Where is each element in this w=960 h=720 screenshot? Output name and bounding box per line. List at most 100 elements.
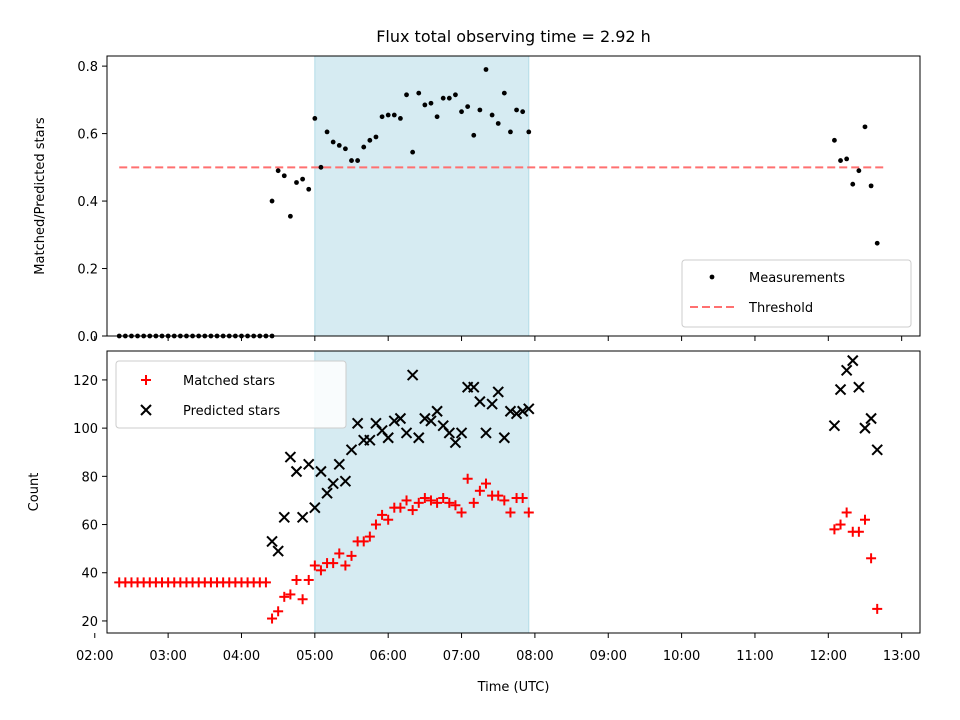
predicted-stars-point <box>828 420 841 432</box>
matched-stars-point <box>425 495 436 506</box>
legend-predicted-label: Predicted stars <box>183 404 280 419</box>
predicted-stars-point <box>394 412 407 425</box>
matched-stars-point <box>309 560 320 571</box>
x-tick-label: 04:00 <box>223 649 260 664</box>
x-tick-label: 11:00 <box>736 649 773 664</box>
measurement-point <box>318 164 324 170</box>
matched-stars-point <box>395 502 406 513</box>
predicted-stars-point <box>400 427 413 439</box>
y-tick-label: 0.8 <box>77 60 98 75</box>
predicted-stars-point <box>309 501 321 514</box>
predicted-stars-point <box>871 444 883 456</box>
predicted-stars-point <box>284 451 297 463</box>
predicted-stars-point <box>431 405 443 417</box>
x-tick-label: 02:00 <box>76 649 113 664</box>
legend-predicted-marker <box>140 404 152 416</box>
predicted-stars-point <box>443 427 456 439</box>
matched-stars-point <box>383 514 394 525</box>
matched-stars-point <box>456 507 467 518</box>
predicted-stars-point <box>266 535 278 548</box>
matched-stars-point <box>419 493 430 504</box>
predicted-stars-point <box>455 427 468 439</box>
count-points <box>114 354 883 624</box>
measurement-point <box>495 121 501 126</box>
matched-stars-point <box>291 574 302 585</box>
predicted-stars-point <box>272 545 284 557</box>
measurement-point <box>434 114 440 120</box>
measurement-point <box>324 129 330 135</box>
measurement-point <box>398 116 403 121</box>
measurement-point <box>379 114 385 120</box>
matched-stars-point <box>468 497 479 508</box>
matched-stars-point <box>493 490 504 501</box>
measurement-point <box>269 198 275 204</box>
matched-stars-point <box>297 594 308 605</box>
measurement-point <box>850 181 856 187</box>
matched-stars-point <box>267 613 278 624</box>
matched-stars-point <box>872 603 883 614</box>
bottom-y-axis-label: Count <box>27 473 42 512</box>
measurement-point <box>832 137 837 143</box>
measurement-point <box>361 144 367 150</box>
x-axis-label: Time (UTC) <box>477 680 550 695</box>
predicted-stars-point <box>419 412 431 425</box>
x-tick-label: 05:00 <box>296 649 333 664</box>
measurement-point <box>404 92 409 98</box>
matched-stars-point <box>523 507 534 518</box>
matched-stars-point <box>438 493 449 504</box>
predicted-stars-point <box>516 405 529 417</box>
x-tick-label: 12:00 <box>810 649 847 664</box>
predicted-stars-point <box>327 477 339 490</box>
matched-stars-point <box>835 519 846 530</box>
measurement-point <box>342 146 348 152</box>
measurement-point <box>416 90 422 96</box>
top-plot-panel: 0.0 0.2 0.4 0.6 0.8 Flux total observing tim… <box>33 27 921 345</box>
predicted-stars-point <box>834 383 847 396</box>
matched-stars-point <box>841 507 852 518</box>
measurement-point <box>373 134 379 140</box>
measurement-point <box>300 176 306 182</box>
measurement-point <box>287 213 293 219</box>
matched-stars-point <box>279 591 290 602</box>
predicted-stars-point <box>468 381 480 393</box>
measurement-point <box>838 158 843 163</box>
measurement-point <box>385 112 391 118</box>
bottom-plot-frame <box>106 350 921 634</box>
predicted-stars-point <box>388 415 401 427</box>
predicted-stars-point <box>333 458 345 470</box>
predicted-stars-point <box>853 381 865 393</box>
matched-stars-point <box>444 497 455 508</box>
matched-stars-point <box>358 536 369 547</box>
measurement-point <box>465 104 471 110</box>
measurement-point <box>520 109 526 115</box>
top-y-axis-ticks: 0.0 0.2 0.4 0.6 0.8 <box>77 60 107 345</box>
measurement-point <box>391 112 397 118</box>
predicted-stars-point <box>425 415 437 427</box>
matched-stars-point <box>315 565 326 576</box>
measurement-point <box>471 132 477 138</box>
y-tick-label: 0.6 <box>77 128 98 143</box>
measurement-point <box>367 137 373 143</box>
measurement-point <box>281 173 287 179</box>
predicted-stars-point <box>504 405 517 417</box>
x-tick-label: 13:00 <box>883 649 920 664</box>
measurement-point <box>862 124 868 130</box>
matched-stars-point <box>370 519 381 530</box>
matched-stars-point <box>462 473 473 484</box>
matched-stars-point <box>432 497 443 508</box>
predicted-stars-point <box>523 403 535 415</box>
bottom-legend-box <box>115 360 347 429</box>
measurement-point <box>349 158 354 163</box>
matched-stars-point <box>499 495 510 506</box>
x-tick-label: 10:00 <box>663 649 700 664</box>
observing-window-span <box>314 55 530 337</box>
top-legend: Measurements Threshold <box>681 259 912 328</box>
matched-stars-point <box>853 526 864 537</box>
bottom-plot-panel: 20 40 60 80 100 120 02:00 03:00 04:00 05:00 06:00… <box>27 350 921 695</box>
y-tick-label: 20 <box>81 615 98 630</box>
predicted-stars-point <box>140 404 152 416</box>
matched-stars-point <box>141 375 151 385</box>
measurement-point <box>428 100 434 106</box>
predicted-stars-point <box>865 412 877 425</box>
top-y-axis-label: Matched/Predicted stars <box>33 117 48 275</box>
